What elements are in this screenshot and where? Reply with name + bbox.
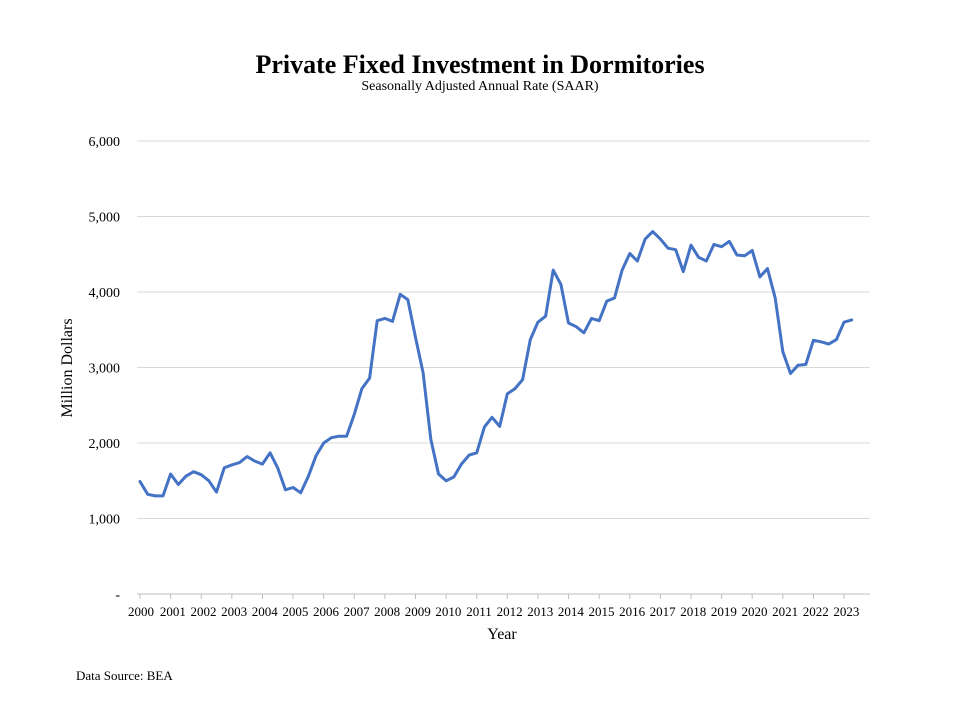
x-tick-label: 2020 [742,604,768,619]
x-tick-label: 2021 [772,604,798,619]
x-tick-label: 2002 [191,604,217,619]
x-axis-label: Year [487,626,517,643]
series-line [138,230,854,498]
x-tick-label: 2000 [128,604,154,619]
x-tick-label: 2016 [619,604,646,619]
y-tick-label: - [115,588,120,603]
x-tick-label: 2023 [833,604,859,619]
x-tick-label: 2008 [374,604,400,619]
y-tick-label: 1,000 [89,513,121,528]
x-tick-label: 2017 [650,604,677,619]
chart-title: Private Fixed Investment in Dormitories [255,50,705,79]
chart-subtitle: Seasonally Adjusted Annual Rate (SAAR) [361,79,599,94]
x-tick-label: 2010 [435,604,461,619]
x-tick-label: 2011 [466,604,492,619]
y-tick-label: 2,000 [89,437,121,452]
x-tick-label: 2019 [711,604,737,619]
y-tick-label: 3,000 [89,362,121,377]
y-tick-label: 5,000 [89,211,121,226]
x-tick-label: 2003 [221,604,247,619]
x-tick-label: 2013 [527,604,553,619]
y-tick-label: 4,000 [89,286,121,301]
x-tick-label: 2018 [680,604,706,619]
x-tick-label: 2012 [497,604,523,619]
x-tick-label: 2009 [405,604,431,619]
x-tick-label: 2005 [282,604,308,619]
x-tick-label: 2001 [160,604,186,619]
x-tick-label: 2007 [344,604,371,619]
x-tick-label: 2015 [588,604,614,619]
data-source-note: Data Source: BEA [76,668,173,683]
x-tick-label: 2004 [252,604,279,619]
x-tick-label: 2006 [313,604,340,619]
x-tick-label: 2014 [558,604,585,619]
x-tick-label: 2022 [803,604,829,619]
y-tick-label: 6,000 [89,135,121,150]
